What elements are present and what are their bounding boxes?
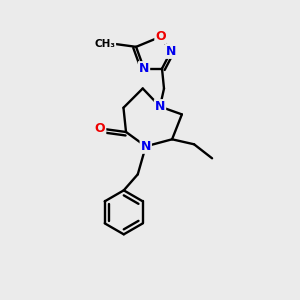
Text: N: N xyxy=(139,62,149,75)
Text: N: N xyxy=(155,100,165,113)
Text: CH₃: CH₃ xyxy=(94,39,116,49)
Text: N: N xyxy=(166,45,176,58)
Text: N: N xyxy=(141,140,151,153)
Text: O: O xyxy=(95,122,105,134)
Text: O: O xyxy=(155,30,166,43)
